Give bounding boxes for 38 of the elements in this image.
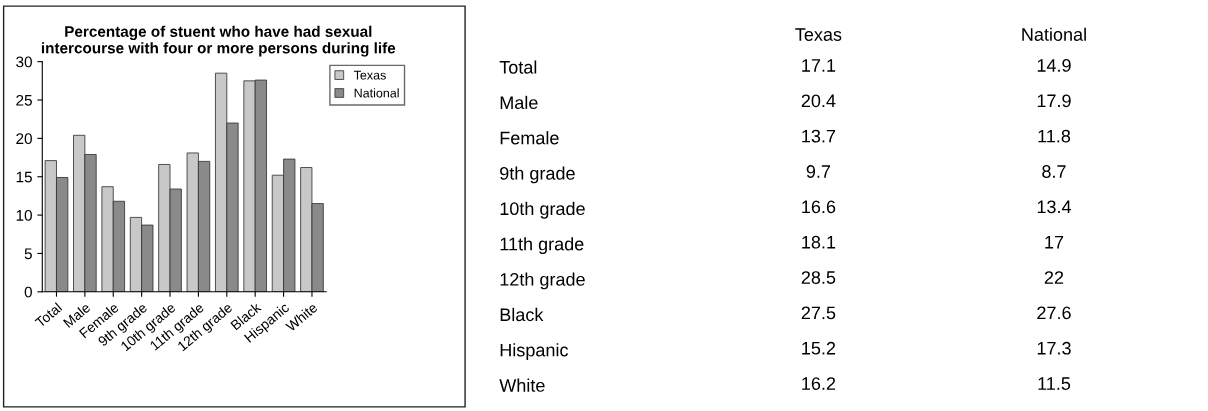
data-label: 18.1 bbox=[802, 235, 836, 249]
data-label: 20.4 bbox=[801, 94, 836, 108]
legend-label: National bbox=[354, 88, 399, 98]
y-tick-label: 10th grade bbox=[500, 201, 585, 219]
data-label: 15.2 bbox=[802, 341, 836, 355]
data-label: 27.5 bbox=[801, 306, 836, 320]
y-tick-label: 11th grade bbox=[500, 237, 584, 255]
y-tick-label: 10 bbox=[16, 209, 32, 221]
data-label: 16.6 bbox=[802, 200, 836, 214]
y-tick-label: 9th grade bbox=[500, 166, 575, 184]
y-tick-label: 30 bbox=[16, 56, 32, 68]
data-label: 17.1 bbox=[802, 59, 836, 72]
y-tick-label: 0 bbox=[24, 286, 32, 298]
data-label: 13.7 bbox=[802, 129, 836, 143]
data-label: 9.7 bbox=[806, 165, 831, 178]
y-tick-label: 20 bbox=[16, 133, 32, 145]
y-tick-label: White bbox=[499, 378, 545, 392]
y-tick-label: Total bbox=[499, 60, 537, 74]
y-tick-label: 5 bbox=[24, 248, 32, 260]
legend-label: Texas bbox=[353, 70, 386, 80]
data-label: 22 bbox=[1044, 271, 1064, 284]
chart-title: Percentage of stuent who have had sexual intercourse with four or more persons during life bbox=[41, 25, 396, 57]
data-label: 11.5 bbox=[1038, 377, 1071, 390]
data-label: 17.3 bbox=[1037, 341, 1071, 355]
data-label: 17.9 bbox=[1037, 94, 1071, 108]
data-label: 13.4 bbox=[1037, 200, 1072, 214]
data-label: 28.5 bbox=[801, 271, 836, 284]
data-label: 11.8 bbox=[1038, 129, 1071, 143]
y-tick-label: 12th grade bbox=[500, 272, 585, 290]
data-label: 14.9 bbox=[1037, 59, 1071, 72]
data-label: 17 bbox=[1045, 235, 1064, 249]
y-tick-label: Female bbox=[500, 131, 559, 145]
data-label: 27.6 bbox=[1037, 306, 1071, 320]
y-tick-label: 15 bbox=[16, 171, 32, 183]
data-label: 16.2 bbox=[802, 377, 836, 390]
y-tick-label: Male bbox=[500, 95, 538, 110]
data-label: 8.7 bbox=[1042, 165, 1066, 178]
y-tick-label: 25 bbox=[16, 94, 32, 106]
